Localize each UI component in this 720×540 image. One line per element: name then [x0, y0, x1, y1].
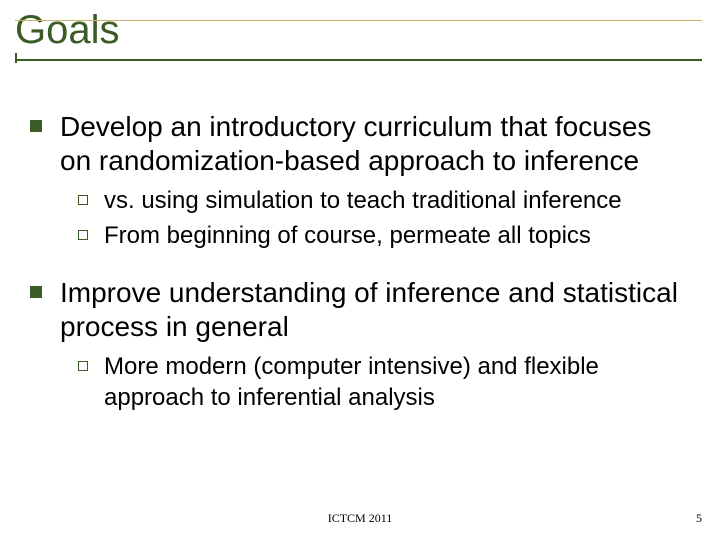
- hollow-square-bullet-icon: [78, 361, 88, 371]
- title-rule-main: [15, 53, 702, 61]
- list-item: From beginning of course, permeate all t…: [78, 221, 690, 252]
- sub-list: vs. using simulation to teach traditiona…: [78, 186, 690, 251]
- footer-center-text: ICTCM 2011: [0, 511, 720, 526]
- hollow-square-bullet-icon: [78, 230, 88, 240]
- hollow-square-bullet-icon: [78, 195, 88, 205]
- title-rule-tick: [15, 53, 17, 63]
- bullet-text: vs. using simulation to teach traditiona…: [104, 186, 622, 217]
- list-item: Develop an introductory curriculum that …: [30, 110, 690, 178]
- bullet-text: Develop an introductory curriculum that …: [60, 110, 690, 178]
- sub-list: More modern (computer intensive) and fle…: [78, 352, 690, 413]
- page-number: 5: [696, 511, 702, 526]
- square-bullet-icon: [30, 120, 42, 132]
- list-item: Improve understanding of inference and s…: [30, 276, 690, 344]
- slide: Goals Develop an introductory curriculum…: [0, 0, 720, 540]
- bullet-text: From beginning of course, permeate all t…: [104, 221, 591, 252]
- slide-title: Goals: [15, 8, 702, 59]
- list-item: vs. using simulation to teach traditiona…: [78, 186, 690, 217]
- content-area: Develop an introductory curriculum that …: [30, 110, 690, 438]
- list-item: More modern (computer intensive) and fle…: [78, 352, 690, 413]
- bullet-text: More modern (computer intensive) and fle…: [104, 352, 690, 413]
- square-bullet-icon: [30, 286, 42, 298]
- title-rule-accent: [15, 20, 702, 21]
- title-area: Goals: [15, 8, 702, 59]
- bullet-text: Improve understanding of inference and s…: [60, 276, 690, 344]
